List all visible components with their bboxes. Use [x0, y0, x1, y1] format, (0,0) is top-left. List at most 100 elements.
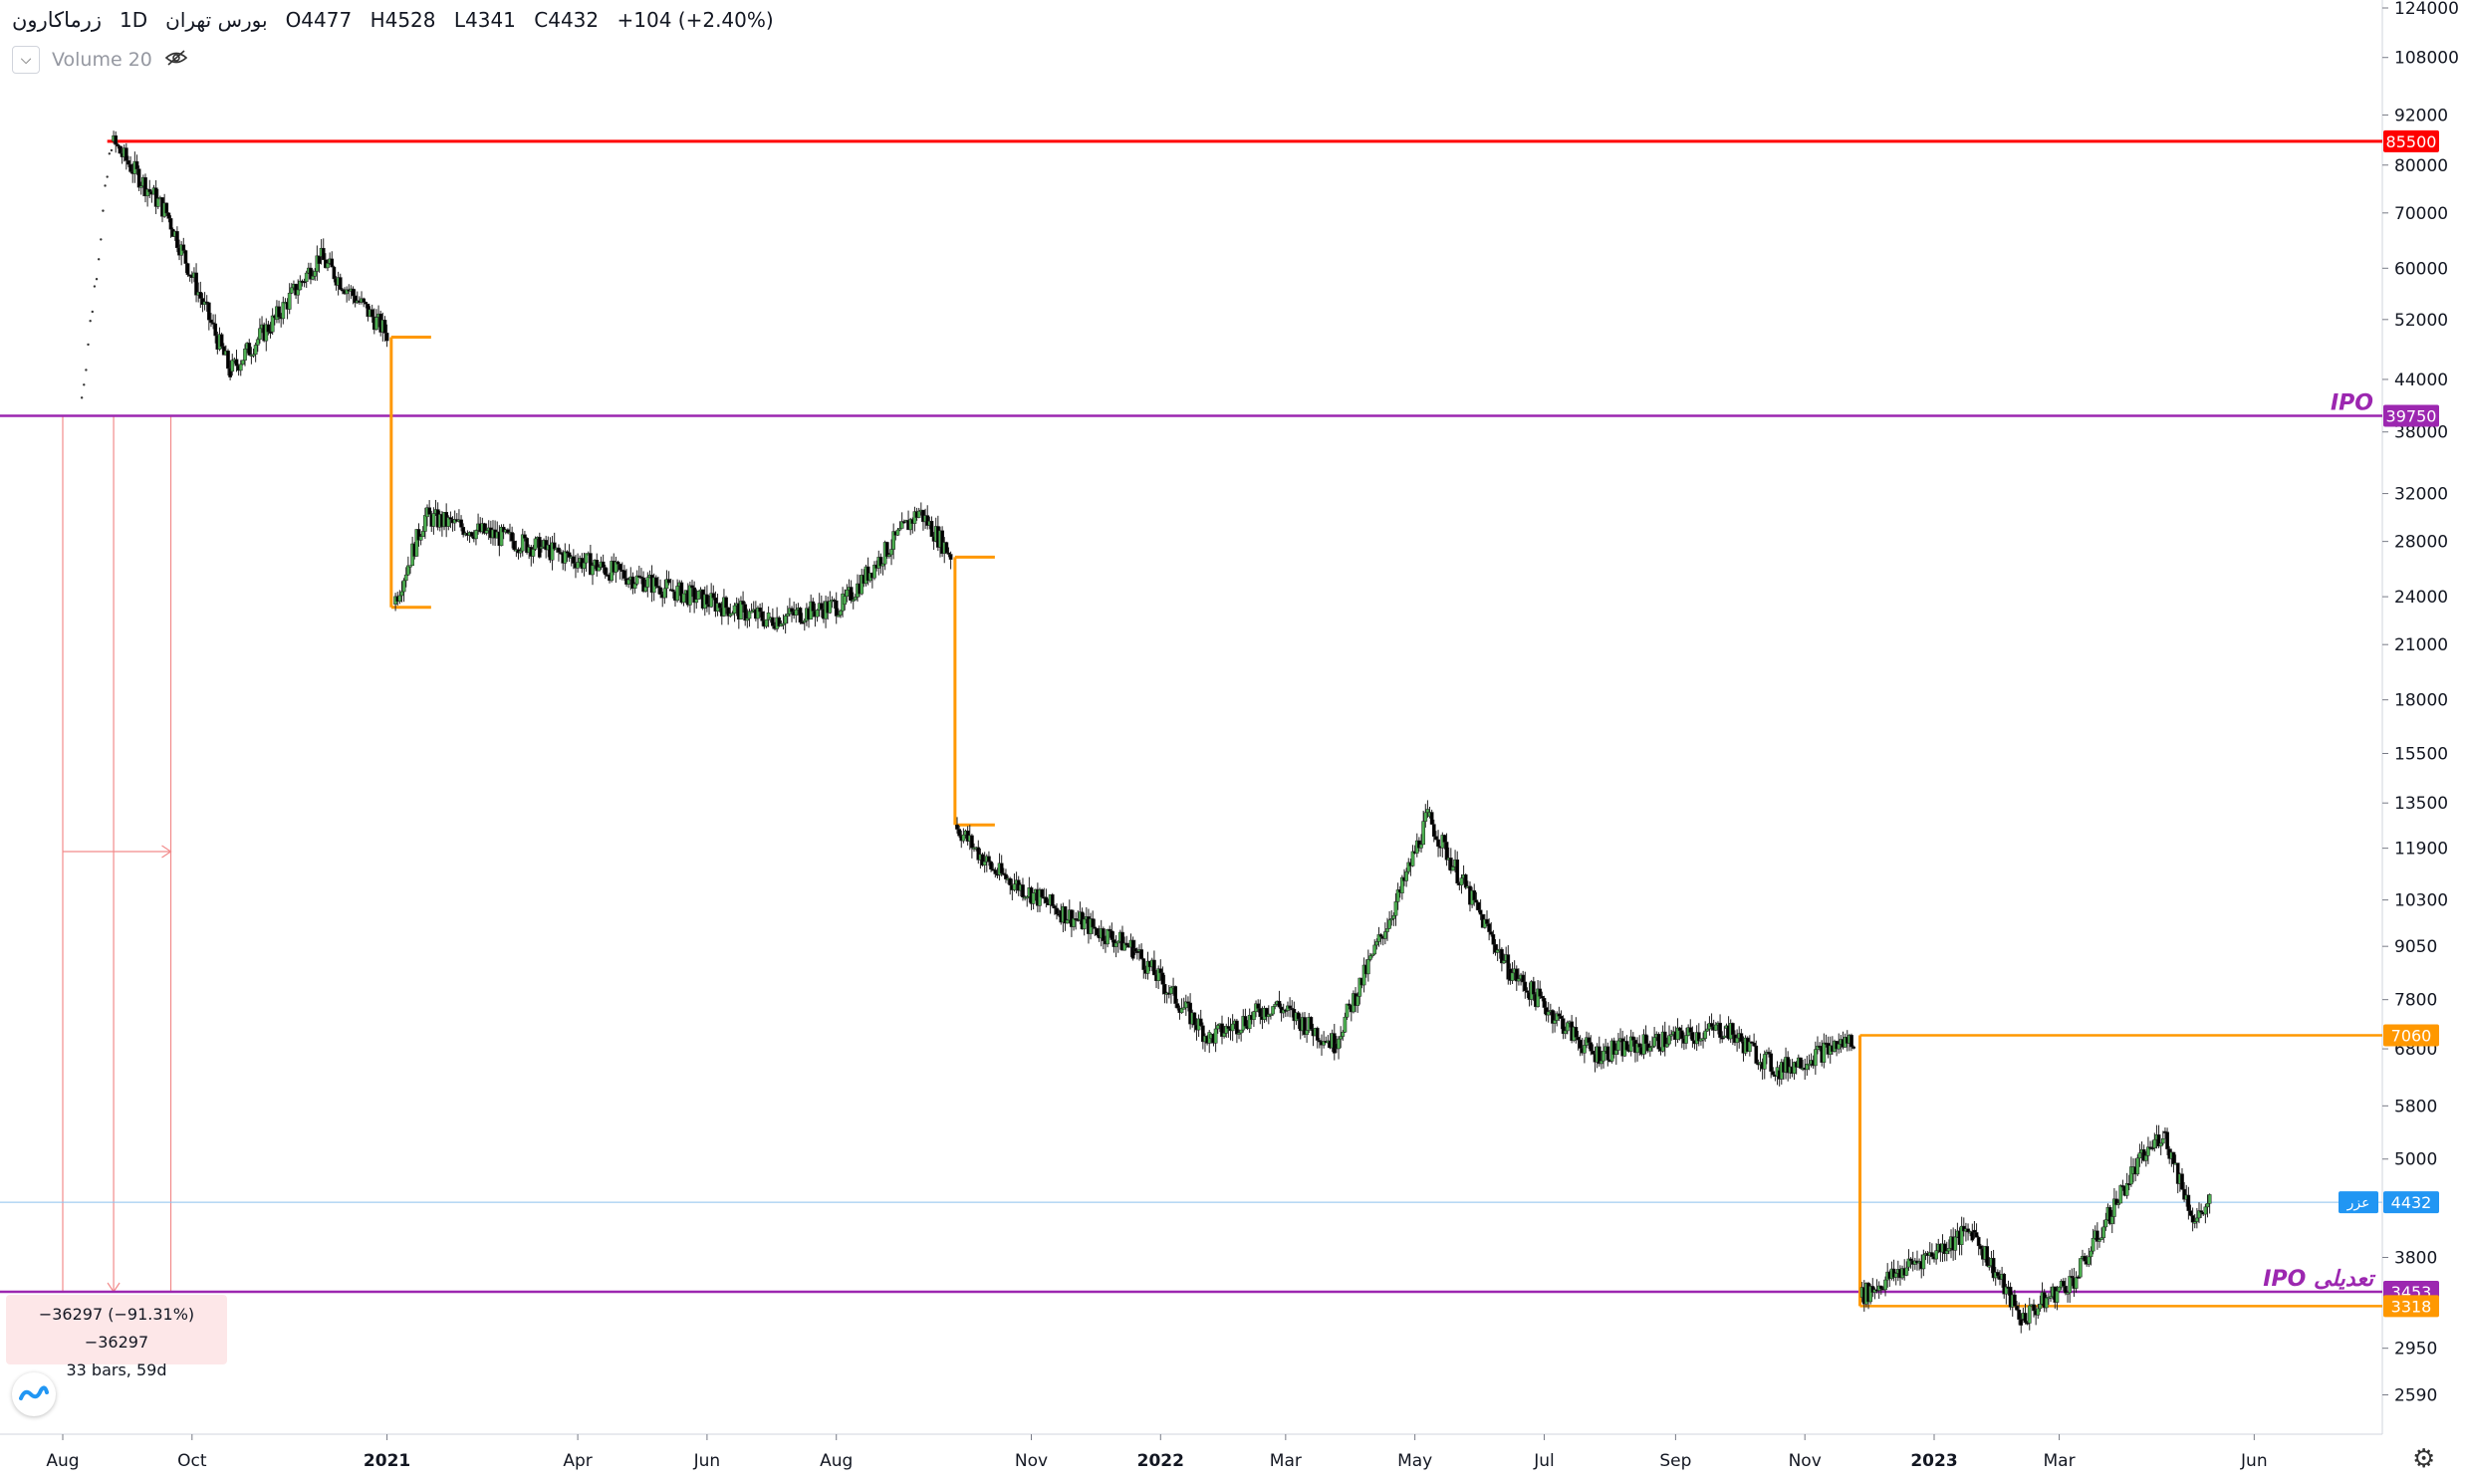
- candle-body: [1476, 901, 1481, 911]
- candle-body: [2044, 1297, 2049, 1309]
- candle-body: [512, 540, 517, 551]
- candle-body: [584, 553, 589, 564]
- candle-body: [1404, 870, 1408, 881]
- candle-body: [1220, 1023, 1224, 1037]
- chevron-down-icon[interactable]: ⌵: [12, 46, 40, 74]
- candle-body: [709, 593, 714, 608]
- candle-body: [2061, 1281, 2066, 1287]
- candle-body: [1837, 1044, 1842, 1050]
- candle-body: [1578, 1039, 1583, 1049]
- candle-body: [2141, 1148, 2146, 1161]
- volume-label[interactable]: Volume 20: [52, 49, 152, 71]
- candle-body: [745, 618, 750, 621]
- candle-body: [675, 586, 679, 602]
- symbol-tag-bg: [2339, 1191, 2378, 1214]
- candle-body: [1365, 959, 1370, 975]
- exchange-label: بورس تهران: [165, 8, 268, 32]
- candle-body: [1122, 942, 1126, 951]
- candle-body: [1256, 1003, 1261, 1009]
- candle-body: [209, 319, 213, 324]
- candle-body: [1602, 1051, 1605, 1062]
- candle-body: [1600, 1060, 1603, 1065]
- candle-body: [114, 135, 119, 145]
- candle-body: [758, 608, 762, 613]
- candle-body: [238, 364, 243, 371]
- candle-body: [1239, 1029, 1244, 1034]
- candle-body: [414, 529, 419, 557]
- candle-body: [749, 611, 754, 614]
- candle-body: [540, 546, 544, 549]
- candle-body: [304, 272, 309, 282]
- tradingview-logo-icon[interactable]: [12, 1372, 56, 1416]
- candle-body: [705, 594, 709, 605]
- candle-body: [614, 561, 618, 573]
- candle-body: [630, 576, 635, 589]
- candle-body: [1442, 835, 1447, 843]
- candle-body: [2095, 1230, 2099, 1242]
- candle-body: [147, 188, 152, 192]
- candle-body: [2064, 1286, 2068, 1294]
- symbol-name[interactable]: زرماکارون: [12, 8, 103, 32]
- candle-body: [1652, 1037, 1656, 1047]
- change-value: +104 (+2.40%): [616, 8, 774, 32]
- candle-body: [1113, 942, 1118, 947]
- candle-body: [2103, 1219, 2108, 1228]
- candle-body: [889, 549, 893, 556]
- candle-body: [1091, 918, 1096, 928]
- candle-body: [164, 202, 169, 214]
- symbol-header: زرماکارون 1D بورس تهران O4477 H4528 L434…: [12, 8, 786, 32]
- candle-body: [403, 574, 408, 582]
- price-label-text: 3318: [2391, 1297, 2432, 1316]
- candle-body: [1851, 1046, 1855, 1049]
- candle-body: [1555, 1013, 1560, 1021]
- candle-body: [253, 345, 258, 356]
- candle-body: [166, 212, 171, 219]
- candle-body: [1944, 1250, 1949, 1254]
- candle-body: [1226, 1026, 1231, 1029]
- x-tick-label: Nov: [1015, 1451, 1048, 1471]
- y-tick-label: 2590: [2394, 1386, 2437, 1406]
- candle-body: [399, 591, 404, 597]
- interval-label[interactable]: 1D: [120, 8, 148, 32]
- settings-gear-icon[interactable]: ⚙: [2412, 1444, 2436, 1474]
- candle-body: [296, 289, 301, 296]
- candle-body: [384, 333, 389, 342]
- candle-body: [1038, 889, 1042, 906]
- candle-body: [1124, 942, 1129, 946]
- candle-body: [321, 247, 326, 261]
- candle-body: [880, 563, 885, 567]
- candle-body: [200, 298, 205, 306]
- candle-body: [194, 272, 198, 296]
- candle-body: [1771, 1071, 1776, 1076]
- candle-body: [506, 529, 510, 534]
- candle-body: [1332, 1033, 1337, 1054]
- candle-body: [1356, 996, 1360, 1006]
- candle-body: [1709, 1023, 1714, 1028]
- candle-body: [948, 554, 953, 560]
- candle-body: [1181, 1007, 1186, 1010]
- candle-body: [576, 562, 580, 569]
- candle-body: [1230, 1023, 1235, 1032]
- candle-body: [264, 324, 269, 342]
- price-label-bg: [2383, 129, 2439, 152]
- candle-body: [1947, 1248, 1951, 1252]
- candle-body: [987, 856, 991, 863]
- candle-body: [213, 323, 218, 337]
- candle-body: [777, 617, 782, 626]
- candle-body: [2158, 1142, 2163, 1147]
- candle-body: [1696, 1032, 1701, 1042]
- x-tick-label: Jun: [2240, 1451, 2268, 1471]
- candle-body: [1713, 1024, 1718, 1031]
- candle-body: [1754, 1045, 1759, 1064]
- candle-body: [1995, 1272, 2000, 1277]
- eye-off-icon[interactable]: [164, 49, 188, 72]
- candle-body: [634, 575, 639, 585]
- candle-body: [145, 188, 149, 197]
- candle-body: [1525, 990, 1530, 993]
- candle-body: [601, 561, 606, 568]
- x-tick-label: 2023: [1910, 1451, 1957, 1471]
- candle-body: [351, 288, 356, 297]
- candle-body: [1953, 1236, 1958, 1251]
